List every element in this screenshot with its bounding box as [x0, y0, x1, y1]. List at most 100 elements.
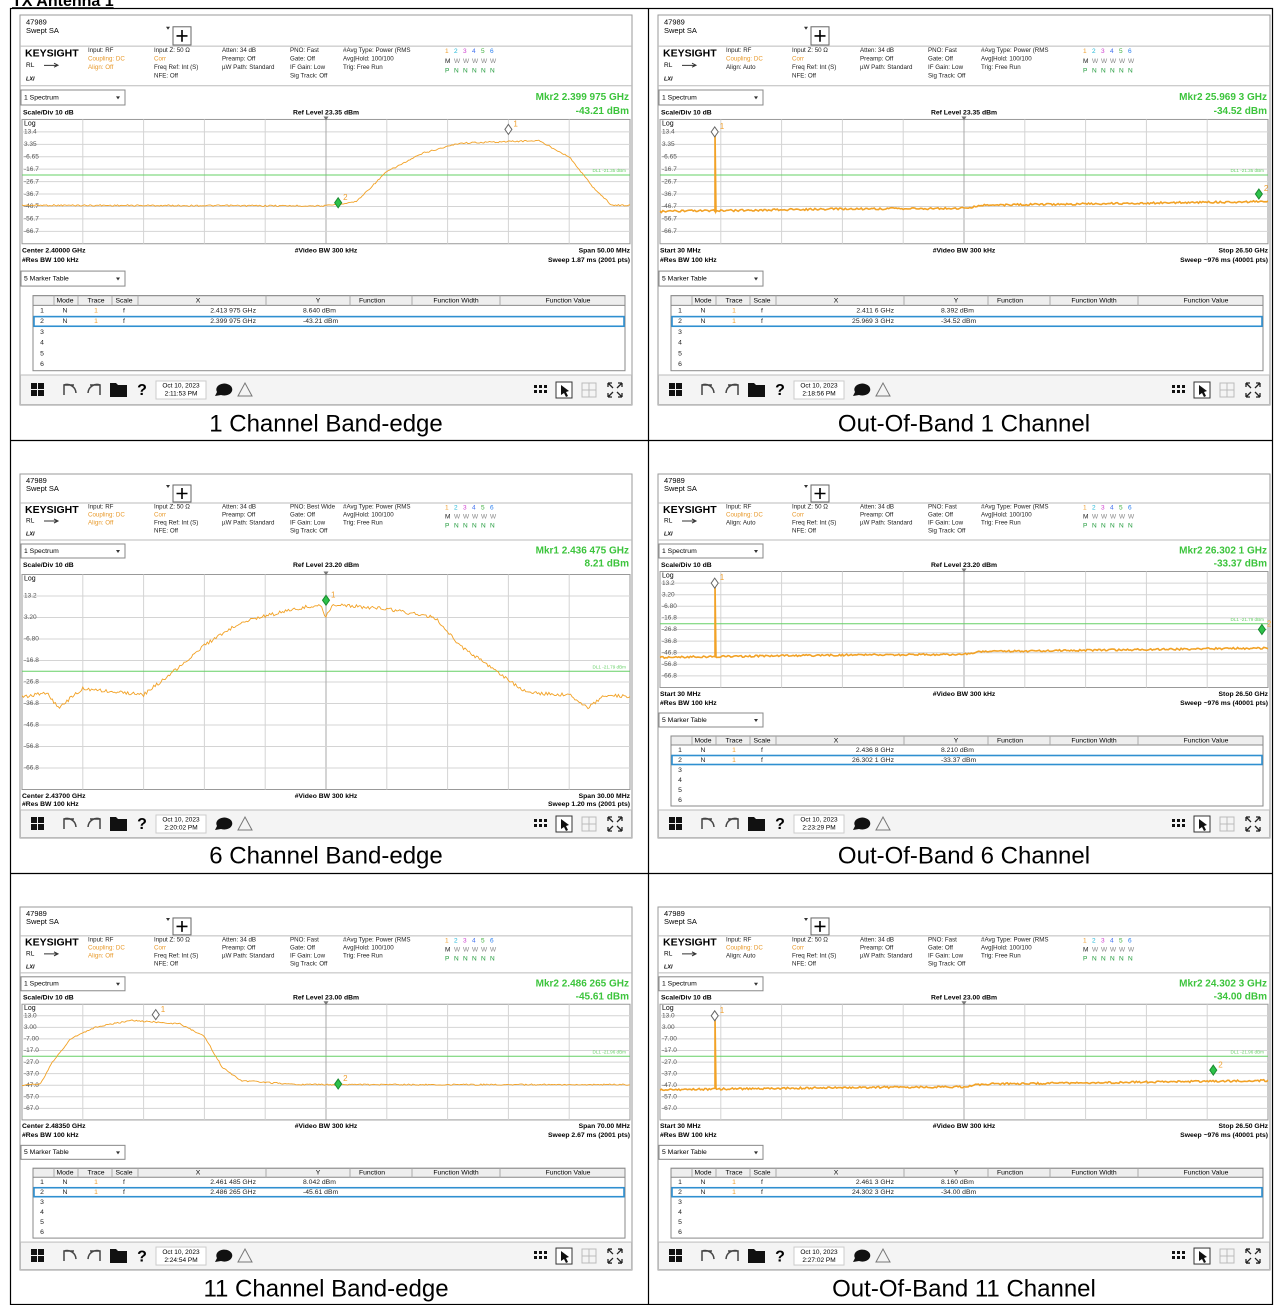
table-cell: 1	[678, 747, 682, 754]
column-header: X	[196, 1170, 201, 1177]
start-label: Start 30 MHz	[660, 691, 701, 698]
table-cell: 4	[40, 1209, 44, 1216]
table-cell: -43.21 dBm	[303, 318, 338, 325]
trace-indicator: W	[1119, 514, 1126, 521]
table-cell: 3	[678, 329, 682, 336]
column-header: X	[196, 297, 201, 304]
table-cell: 24.302 3 GHz	[852, 1189, 895, 1196]
y-tick-label: -67.0	[662, 1105, 677, 1112]
setting: #Avg Type: Power (RMS	[343, 937, 411, 944]
trace-indicator: W	[454, 514, 461, 521]
stop-label: Span 50.00 MHz	[579, 248, 631, 255]
setting: IF Gain: Low	[928, 64, 964, 71]
dropdown-arrow	[754, 982, 758, 986]
trace-indicator: N	[472, 67, 477, 74]
mode-name: Swept SA	[664, 26, 697, 35]
y-tick-label: -26.8	[662, 626, 677, 633]
input-icon	[682, 951, 698, 957]
setting: µW Path: Standard	[222, 953, 275, 960]
clock-box	[793, 814, 845, 834]
table-cell: f	[761, 757, 763, 764]
setting: Avg|Hold: 100/100	[343, 56, 394, 63]
marker-label: 1	[513, 120, 518, 129]
trace-indicator: 6	[490, 505, 494, 512]
caption: Out-Of-Band 1 Channel	[838, 410, 1090, 437]
y-tick-label: -67.0	[24, 1105, 39, 1112]
dropdown-arrow	[804, 917, 808, 921]
lxi-label: LXI	[664, 964, 673, 970]
setting: Corr	[792, 56, 804, 63]
trace-indicator: W	[490, 514, 497, 521]
brand: KEYSIGHT	[663, 47, 717, 59]
table-head	[670, 295, 1264, 306]
setting: PNO: Best Wide	[290, 504, 336, 511]
setting: Coupling: DC	[88, 945, 125, 952]
y-tick-label: -47.0	[662, 1082, 677, 1089]
page-title: TX Antenna 1	[12, 0, 114, 10]
log-label: Log	[24, 120, 36, 127]
trace-indicator: 6	[1128, 938, 1132, 945]
table-cell: -34.00 dBm	[941, 1189, 976, 1196]
fullscreen-icon	[1245, 816, 1261, 832]
table-cell: 2.399 975 GHz	[210, 318, 256, 325]
mode-name: Swept SA	[664, 484, 697, 493]
table-head	[670, 735, 1264, 746]
instrument-id: 47989	[26, 476, 47, 485]
trace-indicator: 1	[1083, 505, 1087, 512]
table-cell: 5	[40, 1219, 44, 1226]
table-cell: 26.302 1 GHz	[852, 757, 895, 764]
setting: Coupling: DC	[726, 56, 763, 63]
column-header: Scale	[753, 737, 770, 744]
center-tick	[961, 1001, 967, 1006]
setting: PNO: Fast	[928, 504, 957, 511]
y-tick-label: -6.80	[24, 636, 39, 643]
trace-indicator: 2	[454, 505, 458, 512]
ref-level: Ref Level 23.00 dBm	[931, 995, 997, 1002]
view-name: 1 Spectrum	[24, 981, 59, 988]
table-cell: 1	[732, 308, 736, 315]
setting: Freq Ref: Int (S)	[792, 953, 836, 960]
redo-icon	[87, 383, 101, 395]
stop-label: Stop 26.50 GHz	[1219, 691, 1269, 698]
time: 2:11:53 PM	[165, 391, 198, 398]
table-cell: -33.37 dBm	[941, 757, 976, 764]
table-cell: f	[123, 1189, 125, 1196]
table-cell: N	[701, 318, 706, 325]
trace-indicator: 3	[1101, 48, 1105, 55]
y-tick-label: -46.8	[24, 722, 39, 729]
help-icon: ?	[137, 1248, 147, 1265]
keypad-icon	[534, 385, 547, 393]
table-cell: f	[761, 308, 763, 315]
trace-indicator: M	[1083, 947, 1088, 954]
display-line-label: DL1 -21.79 dBm	[593, 664, 627, 669]
table-cell: 8.210 dBm	[941, 747, 974, 754]
y-tick-label: -16.8	[662, 615, 677, 622]
plus-icon	[814, 488, 826, 499]
setting: Coupling: DC	[726, 945, 763, 952]
caption: 6 Channel Band-edge	[209, 842, 443, 869]
dropdown-arrow	[754, 550, 758, 553]
setting: PNO: Fast	[290, 937, 319, 944]
column-header: Y	[316, 297, 321, 304]
dropdown-arrow	[754, 277, 758, 281]
table-cell: 4	[678, 1209, 682, 1216]
fullscreen-icon	[607, 1248, 623, 1264]
setting: Input Z: 50 Ω	[792, 937, 828, 944]
table-cell: 1	[94, 1189, 98, 1196]
trace-indicator: W	[490, 947, 497, 954]
trace	[21, 139, 631, 208]
setting: Avg|Hold: 100/100	[343, 945, 394, 952]
table-cell: 1	[678, 1179, 682, 1186]
marker-table	[670, 735, 1264, 807]
layout-icon	[1219, 816, 1235, 832]
table-cell: f	[123, 308, 125, 315]
setting: µW Path: Standard	[860, 520, 913, 527]
marker-value: 8.21 dBm	[585, 559, 630, 570]
help-icon: ?	[775, 816, 785, 833]
log-label: Log	[662, 1005, 674, 1012]
table-cell: 25.969 3 GHz	[852, 318, 895, 325]
instrument-id: 47989	[664, 17, 685, 26]
trace-indicator: P	[445, 956, 449, 963]
res-bw: #Res BW 100 kHz	[660, 257, 717, 264]
